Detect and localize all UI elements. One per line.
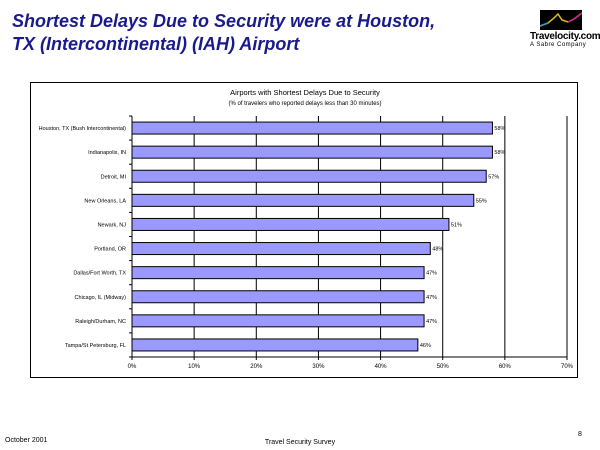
- bar: [131, 266, 425, 280]
- bar-chart: Airports with Shortest Delays Due to Sec…: [30, 82, 578, 378]
- category-label: Dallas/Fort Worth, TX: [73, 271, 126, 277]
- category-label: Tampa/St Petersburg, FL: [65, 343, 126, 349]
- data-label: 55%: [476, 198, 487, 204]
- bar: [131, 193, 475, 207]
- bar: [131, 169, 487, 183]
- data-label: 46%: [420, 343, 431, 349]
- bar: [131, 242, 431, 256]
- chart-svg: Airports with Shortest Delays Due to Sec…: [39, 88, 574, 370]
- category-label: Chicago, IL (Midway): [75, 295, 127, 301]
- x-tick-label: 50%: [437, 364, 450, 370]
- x-tick-label: 20%: [250, 364, 263, 370]
- logo-graphic-icon: [539, 10, 583, 30]
- logo-text: Travelocity.com: [530, 31, 600, 42]
- slide-title: Shortest Delays Due to Security were at …: [12, 11, 436, 54]
- data-label: 57%: [488, 174, 499, 180]
- data-label: 47%: [426, 295, 437, 301]
- category-label: New Orleans, LA: [84, 198, 126, 204]
- x-tick-label: 0%: [128, 364, 137, 370]
- bar: [131, 121, 493, 135]
- x-tick-label: 70%: [561, 364, 574, 370]
- x-tick-label: 10%: [188, 364, 201, 370]
- bar: [131, 290, 425, 304]
- bar: [131, 217, 450, 231]
- data-label: 51%: [451, 222, 462, 228]
- x-tick-label: 30%: [312, 364, 325, 370]
- data-label: 58%: [494, 150, 505, 156]
- x-tick-label: 40%: [375, 364, 388, 370]
- chart-subtitle: (% of travelers who reported delays less…: [228, 101, 381, 107]
- data-label: 47%: [426, 271, 437, 277]
- category-label: Raleigh/Durham, NC: [75, 319, 126, 325]
- footer-survey: Travel Security Survey: [264, 439, 336, 446]
- page-number: 8: [578, 431, 582, 438]
- data-label: 47%: [426, 319, 437, 325]
- category-label: Houston, TX (Bush Intercontinental): [39, 126, 127, 132]
- category-label: Portland, OR: [94, 247, 126, 253]
- category-label: Detroit, MI: [101, 174, 127, 180]
- category-label: Newark, NJ: [98, 222, 127, 228]
- data-label: 58%: [494, 126, 505, 132]
- category-label: Indianapolis, IN: [88, 150, 126, 156]
- chart-title: Airports with Shortest Delays Due to Sec…: [230, 88, 380, 97]
- bar: [131, 314, 425, 328]
- x-tick-label: 60%: [499, 364, 512, 370]
- travelocity-logo: Travelocity.com A Sabre Company: [530, 10, 600, 48]
- data-label: 48%: [432, 247, 443, 253]
- bar: [131, 145, 493, 159]
- footer-date: October 2001: [5, 437, 48, 444]
- logo-subtext: A Sabre Company: [530, 42, 587, 48]
- bar: [131, 338, 419, 352]
